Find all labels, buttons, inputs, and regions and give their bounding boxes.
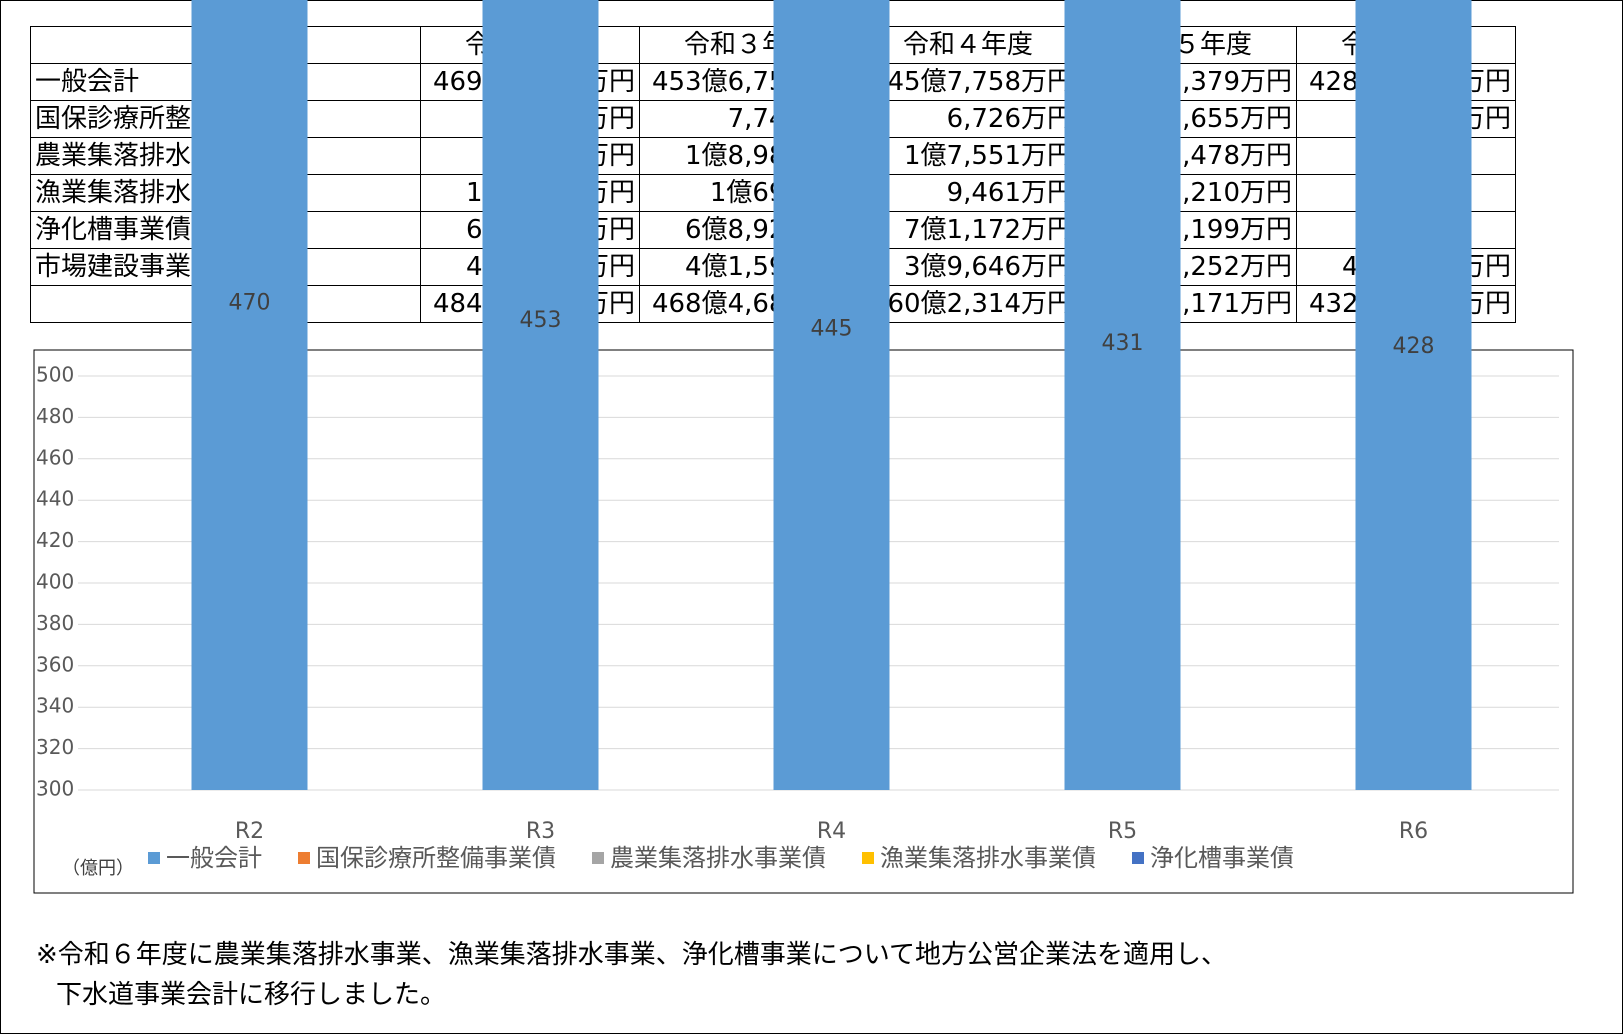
note: ※令和６年度に農業集落排水事業、漁業集落排水事業、浄化槽事業について地方公営企業… (36, 940, 1228, 970)
data-label: 428 (1393, 334, 1435, 359)
data-label: 453 (520, 308, 562, 333)
y-tick-label: 300 (36, 777, 74, 801)
y-tick-label: 460 (36, 445, 74, 469)
table-cell: 3億9,646万円 (858, 248, 1078, 286)
y-tick-label: 480 (36, 404, 74, 428)
y-tick-label: 320 (36, 735, 74, 759)
legend-swatch (592, 852, 604, 864)
legend-label: 国保診療所整備事業債 (316, 844, 556, 872)
legend-label: 農業集落排水事業債 (610, 844, 826, 872)
legend-label: 浄化槽事業債 (1150, 844, 1294, 872)
data-label: 1 (1556, 0, 1570, 6)
table-cell: 460億2,314万円 (858, 285, 1078, 323)
y-tick-label: 360 (36, 652, 74, 676)
table-cell: 9,461万円 (858, 174, 1078, 212)
bar-segment (191, 0, 308, 791)
y-tick-label: 400 (36, 570, 74, 594)
table-cell: 7億1,172万円 (858, 211, 1078, 249)
bar-segment (1355, 0, 1472, 791)
bar-segment (773, 0, 890, 791)
table-cell: 6,726万円 (858, 100, 1078, 138)
y-tick-label: 380 (36, 611, 74, 635)
table-cell: 1億7,551万円 (858, 137, 1078, 175)
y-tick-label: 340 (36, 694, 74, 718)
y-tick-label: 420 (36, 528, 74, 552)
legend-swatch (862, 852, 874, 864)
legend-label: 漁業集落排水事業債 (880, 844, 1096, 872)
bar-segment (1064, 0, 1181, 790)
data-label: 431 (1102, 331, 1144, 356)
x-tick-label: R2 (235, 819, 264, 844)
data-label: 445 (811, 316, 853, 341)
note: 下水道事業会計に移行しました。 (56, 980, 447, 1010)
y-tick-label: 500 (36, 363, 74, 387)
y-tick-label: 440 (36, 487, 74, 511)
y-unit: （億円） (62, 858, 134, 879)
x-tick-label: R5 (1108, 819, 1137, 844)
x-tick-label: R4 (817, 819, 846, 844)
legend-swatch (148, 852, 160, 864)
legend-swatch (1132, 852, 1144, 864)
x-tick-label: R6 (1399, 819, 1428, 844)
header-cell: 令和４年度 (858, 26, 1078, 64)
x-tick-label: R3 (526, 819, 555, 844)
legend-label: 一般会計 (166, 844, 262, 872)
legend-swatch (298, 852, 310, 864)
bar-segment (482, 0, 599, 791)
data-label: 470 (229, 291, 271, 316)
